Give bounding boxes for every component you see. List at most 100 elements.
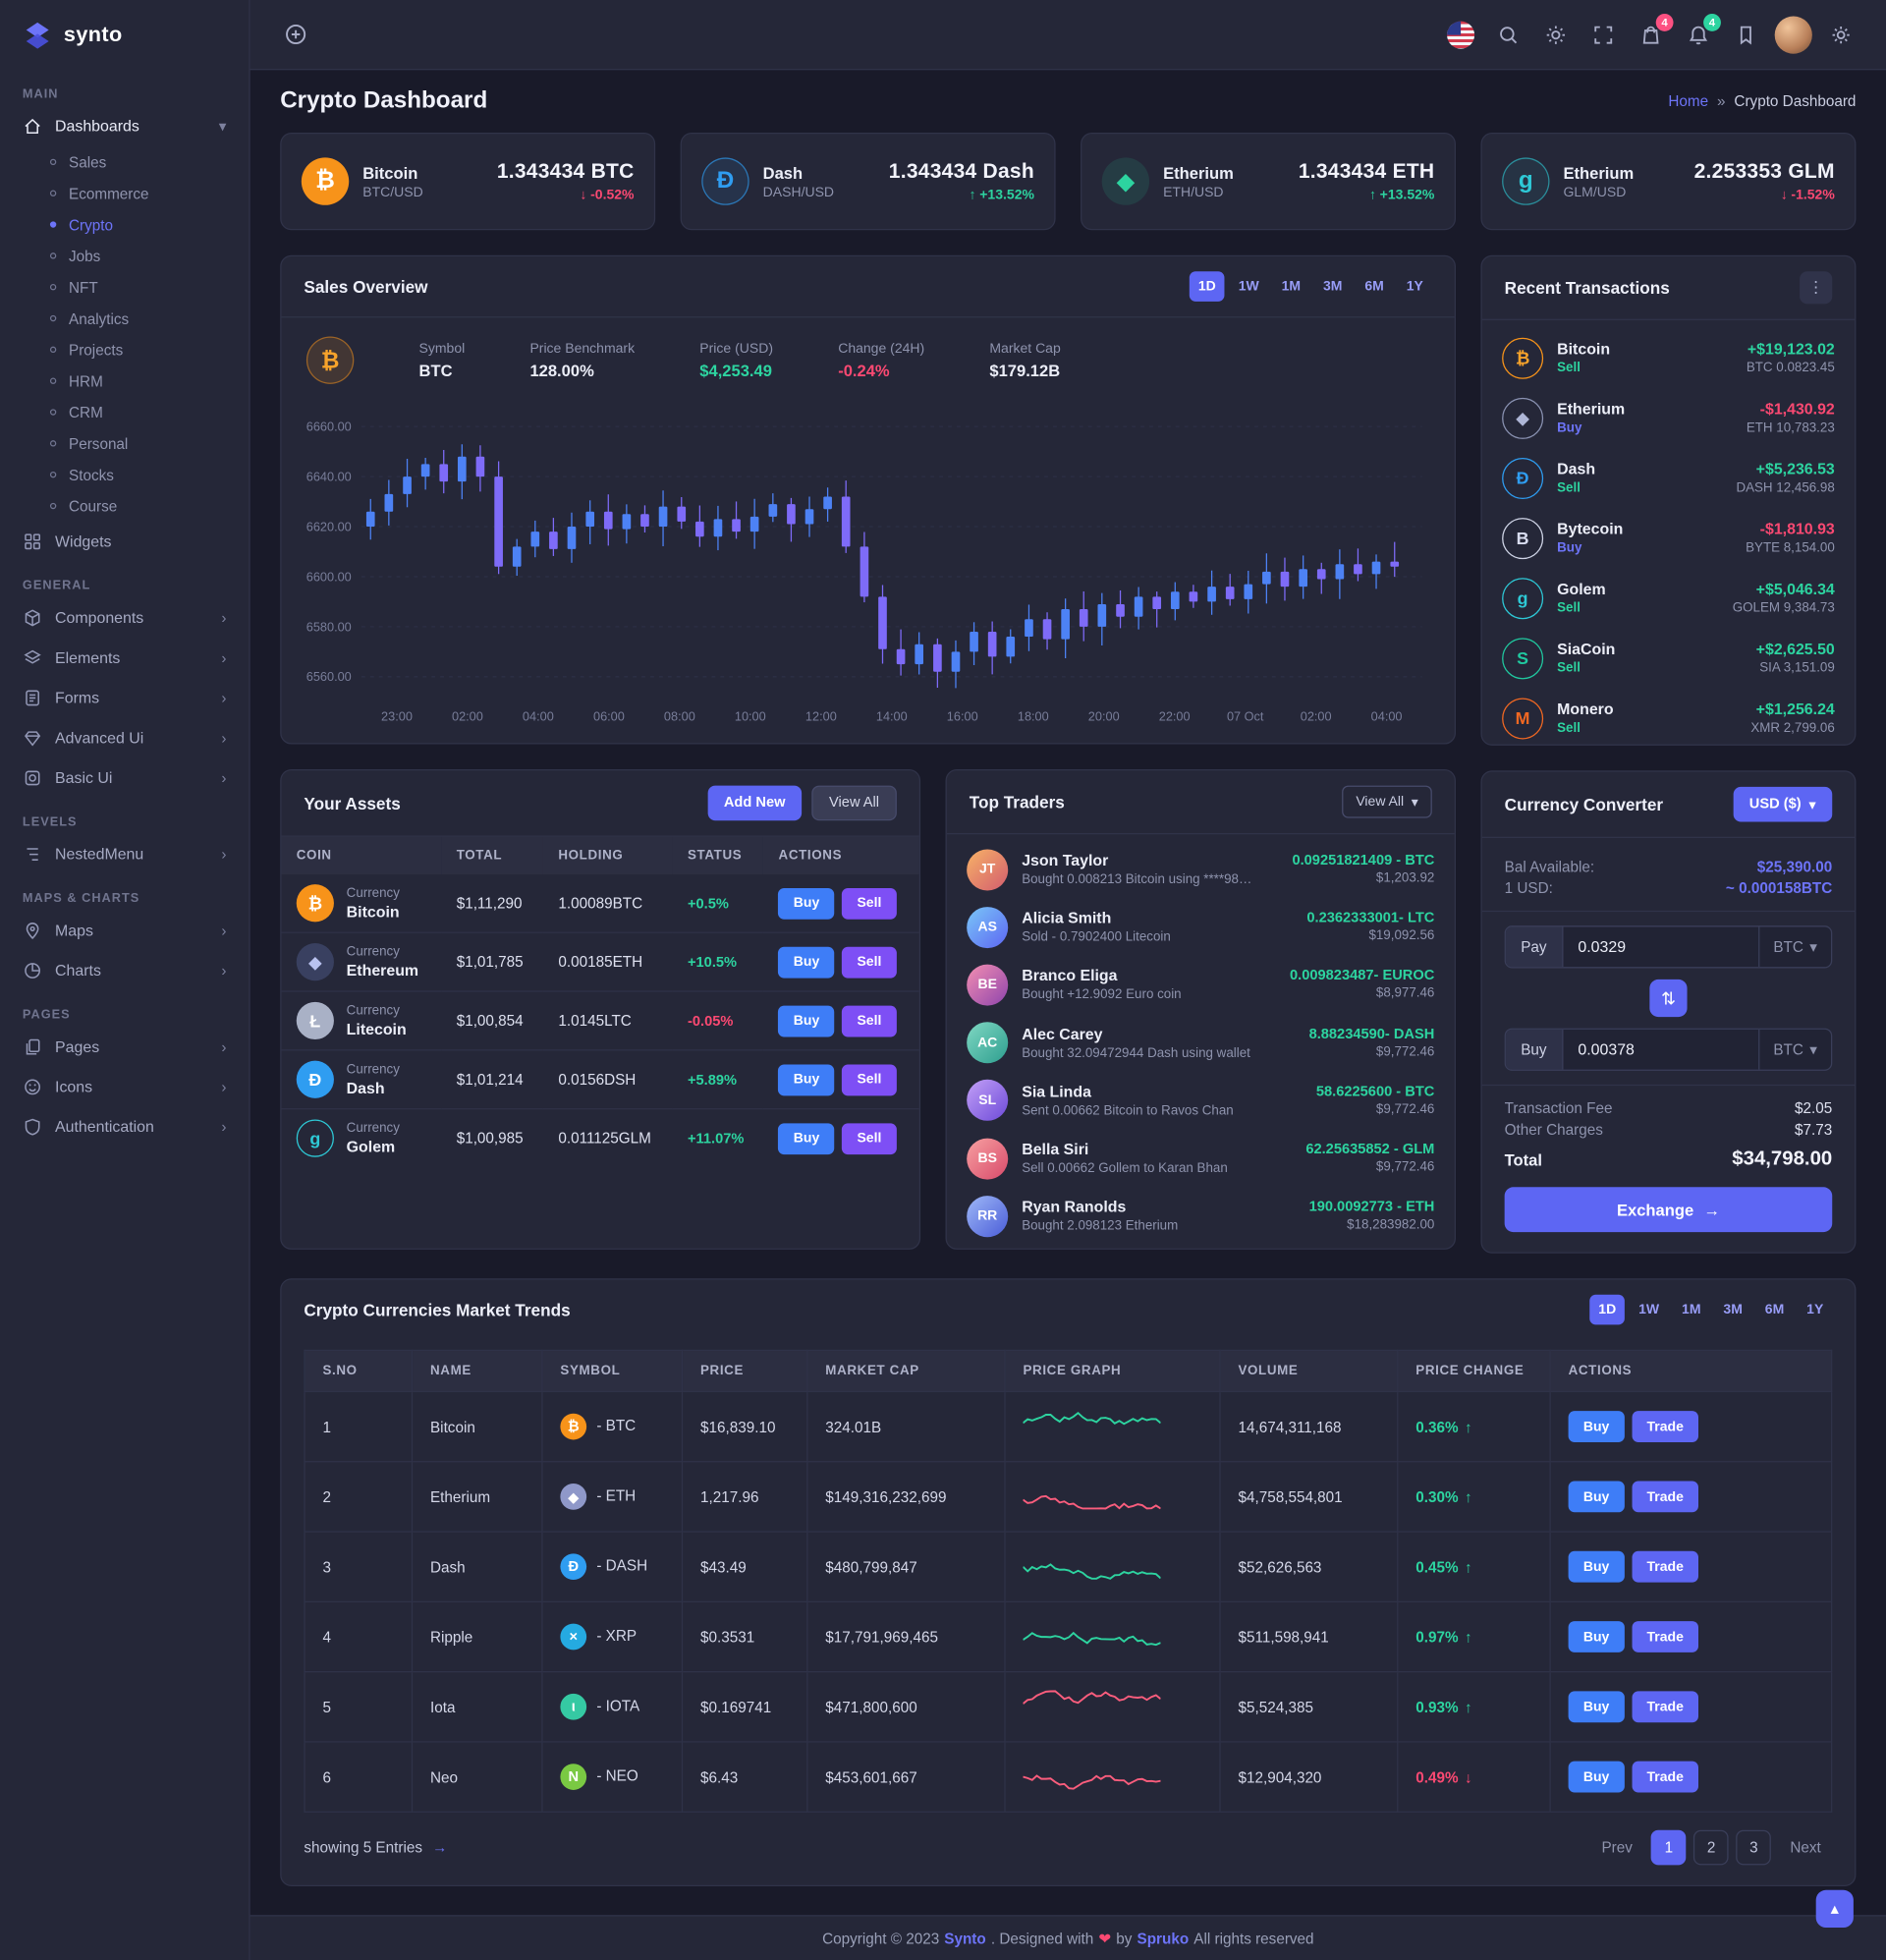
buy-button[interactable]: Buy bbox=[1568, 1411, 1625, 1442]
sell-button[interactable]: Sell bbox=[842, 946, 897, 979]
trader-row[interactable]: AC Alec Carey Bought 32.09472944 Dash usin… bbox=[967, 1014, 1434, 1072]
add-new-button[interactable]: Add New bbox=[707, 785, 803, 821]
range-1d[interactable]: 1D bbox=[1589, 1294, 1626, 1325]
sidebar-item-authentication[interactable]: Authentication › bbox=[0, 1107, 249, 1148]
footer-spruko-link[interactable]: Spruko bbox=[1137, 1929, 1190, 1947]
transaction-row[interactable]: ◆ Etherium Buy -$1,430.92 ETH 10,783.23 bbox=[1502, 388, 1835, 448]
profile-button[interactable] bbox=[1773, 15, 1813, 55]
sidebar-item-jobs[interactable]: Jobs bbox=[0, 240, 249, 271]
range-1w[interactable]: 1W bbox=[1630, 1295, 1668, 1325]
page-1-button[interactable]: 1 bbox=[1651, 1829, 1687, 1866]
trade-button[interactable]: Trade bbox=[1632, 1550, 1699, 1583]
buy-button[interactable]: Buy bbox=[1568, 1550, 1625, 1583]
search-button[interactable] bbox=[1488, 15, 1528, 55]
buy-unit-dropdown[interactable]: BTC ▾ bbox=[1758, 1029, 1831, 1070]
sidebar-item-advanced-ui[interactable]: Advanced Ui › bbox=[0, 718, 249, 758]
range-6m[interactable]: 6M bbox=[1356, 271, 1392, 302]
scroll-to-top-button[interactable]: ▴ bbox=[1815, 1889, 1854, 1929]
sidebar-item-pages[interactable]: Pages › bbox=[0, 1027, 249, 1067]
page-3-button[interactable]: 3 bbox=[1736, 1829, 1772, 1866]
currency-select-dropdown[interactable]: USD ($) ▾ bbox=[1733, 786, 1833, 822]
card-menu-button[interactable]: ⋮ bbox=[1800, 271, 1833, 305]
transaction-row[interactable]: Đ Dash Sell +$5,236.53 DASH 12,456.98 bbox=[1502, 448, 1835, 508]
sidebar-toggle-button[interactable] bbox=[275, 15, 315, 55]
sidebar-item-basic-ui[interactable]: Basic Ui › bbox=[0, 758, 249, 799]
view-all-button[interactable]: View All bbox=[811, 785, 897, 821]
trader-row[interactable]: SL Sia Linda Sent 0.00662 Bitcoin to Ravos… bbox=[967, 1072, 1434, 1130]
buy-button[interactable]: Buy bbox=[1568, 1621, 1625, 1652]
transaction-row[interactable]: M Monero Sell +$1,256.24 XMR 2,799.06 bbox=[1502, 688, 1835, 748]
sell-button[interactable]: Sell bbox=[842, 1005, 897, 1036]
trader-row[interactable]: BE Branco Eliga Bought +12.9092 Euro coin 0… bbox=[967, 956, 1434, 1014]
sidebar-item-components[interactable]: Components › bbox=[0, 598, 249, 639]
transaction-row[interactable]: S SiaCoin Sell +$2,625.50 SIA 3,151.09 bbox=[1502, 628, 1835, 688]
sidebar-item-crypto[interactable]: Crypto bbox=[0, 209, 249, 241]
trade-button[interactable]: Trade bbox=[1632, 1691, 1699, 1723]
buy-button[interactable]: Buy bbox=[778, 1063, 835, 1095]
range-1d[interactable]: 1D bbox=[1189, 271, 1225, 302]
cart-button[interactable]: 4 bbox=[1631, 13, 1674, 55]
range-1w[interactable]: 1W bbox=[1230, 271, 1268, 302]
sell-button[interactable]: Sell bbox=[842, 887, 897, 920]
sidebar-item-projects[interactable]: Projects bbox=[0, 334, 249, 365]
pay-input[interactable] bbox=[1563, 937, 1759, 956]
footer-brand-link[interactable]: Synto bbox=[944, 1929, 986, 1947]
sidebar-item-nft[interactable]: NFT bbox=[0, 271, 249, 303]
sidebar-item-ecommerce[interactable]: Ecommerce bbox=[0, 178, 249, 209]
sidebar-item-dashboards[interactable]: Dashboards ▾ bbox=[0, 106, 249, 146]
breadcrumb-home-link[interactable]: Home bbox=[1668, 92, 1709, 111]
buy-button[interactable]: Buy bbox=[1568, 1691, 1625, 1723]
trader-row[interactable]: JT Json Taylor Bought 0.008213 Bitcoin usi… bbox=[967, 841, 1434, 899]
bookmark-button[interactable] bbox=[1726, 15, 1766, 55]
range-1y[interactable]: 1Y bbox=[1798, 1295, 1832, 1325]
prev-page-button[interactable]: Prev bbox=[1590, 1830, 1643, 1866]
range-1m[interactable]: 1M bbox=[1673, 1295, 1709, 1325]
range-6m[interactable]: 6M bbox=[1756, 1295, 1793, 1325]
buy-button[interactable]: Buy bbox=[1568, 1481, 1625, 1513]
trader-row[interactable]: BS Bella Siri Sell 0.00662 Gollem to Karan… bbox=[967, 1130, 1434, 1188]
transaction-row[interactable]: ₿ Bitcoin Sell +$19,123.02 BTC 0.0823.45 bbox=[1502, 328, 1835, 388]
next-page-button[interactable]: Next bbox=[1779, 1830, 1832, 1866]
trader-row[interactable]: AS Alicia Smith Sold - 0.7902400 Litecoin 0… bbox=[967, 898, 1434, 956]
brand-logo[interactable]: synto bbox=[0, 0, 249, 70]
range-1m[interactable]: 1M bbox=[1273, 271, 1309, 302]
notifications-button[interactable]: 4 bbox=[1679, 13, 1721, 55]
range-3m[interactable]: 3M bbox=[1715, 1295, 1751, 1325]
buy-button[interactable]: Buy bbox=[778, 1122, 835, 1154]
sidebar-item-hrm[interactable]: HRM bbox=[0, 365, 249, 397]
trade-button[interactable]: Trade bbox=[1632, 1621, 1699, 1652]
sidebar-item-elements[interactable]: Elements › bbox=[0, 638, 249, 678]
sidebar-item-widgets[interactable]: Widgets bbox=[0, 522, 249, 562]
transaction-row[interactable]: g Golem Sell +$5,046.34 GOLEM 9,384.73 bbox=[1502, 568, 1835, 628]
traders-view-all-dropdown[interactable]: View All ▾ bbox=[1342, 785, 1432, 818]
sell-button[interactable]: Sell bbox=[842, 1063, 897, 1095]
buy-button[interactable]: Buy bbox=[778, 946, 835, 979]
sidebar-item-maps[interactable]: Maps › bbox=[0, 911, 249, 951]
buy-button[interactable]: Buy bbox=[1568, 1761, 1625, 1793]
theme-toggle-button[interactable] bbox=[1535, 15, 1576, 55]
sidebar-item-course[interactable]: Course bbox=[0, 490, 249, 522]
exchange-button[interactable]: Exchange → bbox=[1504, 1187, 1833, 1233]
sidebar-item-personal[interactable]: Personal bbox=[0, 427, 249, 459]
buy-input[interactable] bbox=[1563, 1040, 1759, 1059]
trade-button[interactable]: Trade bbox=[1632, 1481, 1699, 1513]
settings-button[interactable] bbox=[1821, 15, 1861, 55]
language-button[interactable] bbox=[1441, 15, 1481, 55]
trade-button[interactable]: Trade bbox=[1632, 1411, 1699, 1442]
sidebar-item-nestedmenu[interactable]: NestedMenu › bbox=[0, 834, 249, 874]
trader-row[interactable]: RR Ryan Ranolds Bought 2.098123 Etherium 19… bbox=[967, 1187, 1434, 1245]
swap-button[interactable]: ⇅ bbox=[1649, 979, 1688, 1018]
sidebar-item-sales[interactable]: Sales bbox=[0, 146, 249, 178]
sidebar-item-charts[interactable]: Charts › bbox=[0, 951, 249, 991]
sidebar-item-analytics[interactable]: Analytics bbox=[0, 303, 249, 334]
range-1y[interactable]: 1Y bbox=[1398, 271, 1432, 302]
sidebar-item-crm[interactable]: CRM bbox=[0, 397, 249, 428]
fullscreen-button[interactable] bbox=[1583, 15, 1624, 55]
trade-button[interactable]: Trade bbox=[1632, 1761, 1699, 1793]
buy-button[interactable]: Buy bbox=[778, 1005, 835, 1036]
buy-button[interactable]: Buy bbox=[778, 887, 835, 920]
sell-button[interactable]: Sell bbox=[842, 1122, 897, 1154]
sidebar-item-stocks[interactable]: Stocks bbox=[0, 459, 249, 490]
sidebar-item-forms[interactable]: Forms › bbox=[0, 678, 249, 718]
pay-unit-dropdown[interactable]: BTC ▾ bbox=[1758, 926, 1831, 968]
